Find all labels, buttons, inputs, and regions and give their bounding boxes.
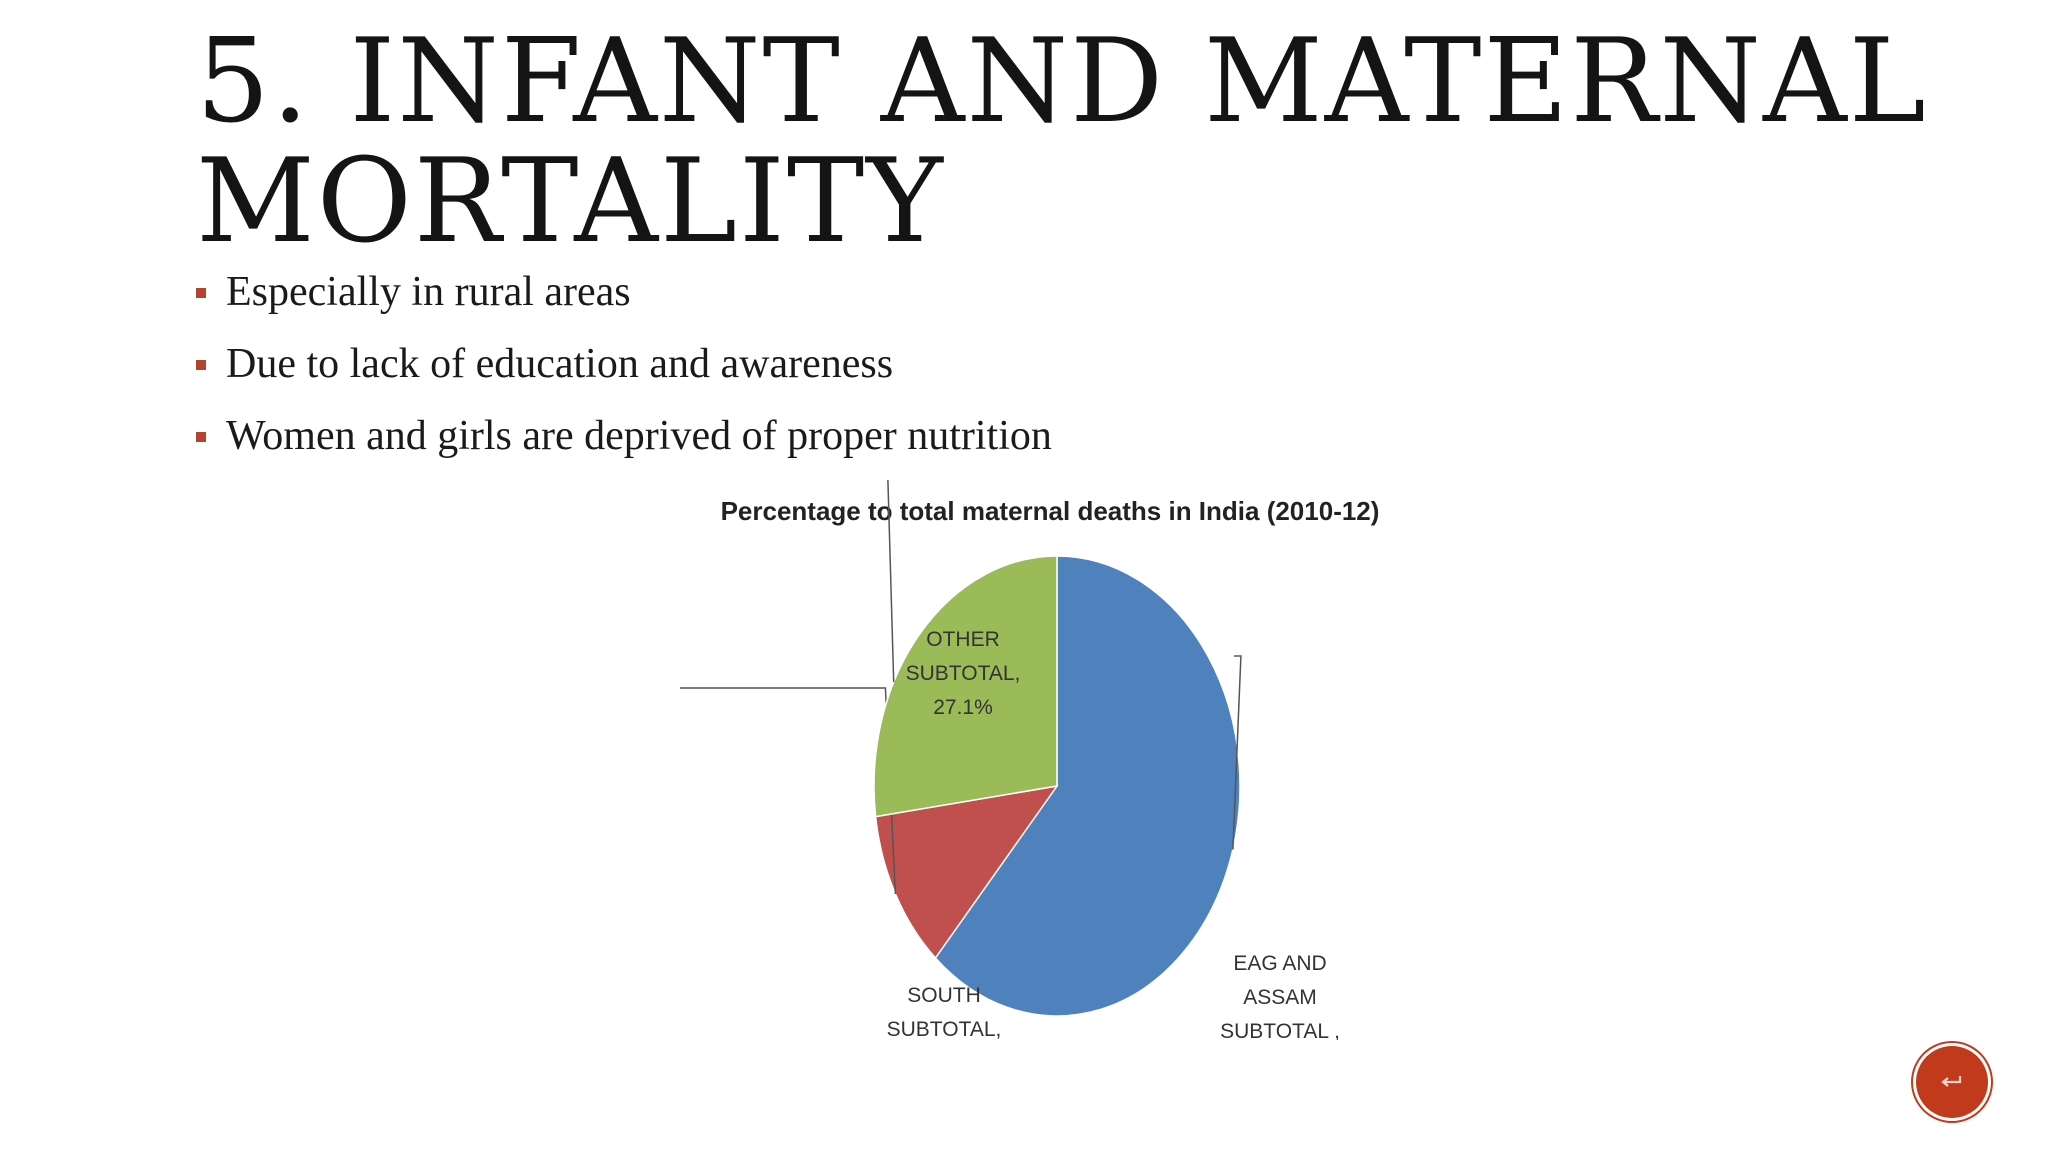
slice-label: SUBTOTAL, [906, 662, 1021, 685]
slice-label: SUBTOTAL , [1220, 1020, 1340, 1040]
bullet-square-icon [196, 288, 206, 298]
return-button[interactable] [1916, 1046, 1988, 1118]
bullet-item: Especially in rural areas [196, 262, 1052, 334]
slice-label: EAG AND [1233, 952, 1326, 975]
leader-line [887, 480, 895, 683]
pie-chart: Percentage to total maternal deaths in I… [680, 480, 1440, 1040]
slice-label: OTHER [926, 628, 1000, 651]
pie-slice-eag-and-assam-subtotal [934, 555, 1241, 1017]
bullet-text: Women and girls are deprived of proper n… [226, 413, 1052, 459]
slice-label: 27.1% [933, 696, 993, 719]
return-arrow-icon [1941, 1076, 1962, 1087]
bullet-square-icon [196, 432, 206, 442]
bullet-list: Especially in rural areas Due to lack of… [196, 262, 1052, 478]
slice-label: ASSAM [1243, 986, 1317, 1009]
pie-slice-south-subtotal [874, 784, 1059, 960]
bullet-text: Due to lack of education and awareness [226, 341, 894, 387]
bullet-item: Due to lack of education and awareness [196, 334, 1052, 406]
slice-label: SUBTOTAL, [887, 1018, 1002, 1040]
bullet-square-icon [196, 360, 206, 370]
slide-title-line-1: 5. Infant and Maternal [196, 14, 1928, 149]
bullet-item: Women and girls are deprived of proper n… [196, 406, 1052, 478]
bullet-text: Especially in rural areas [226, 269, 631, 315]
leader-line [680, 687, 897, 895]
slide-title: 5. Infant and Maternal Mortality [196, 22, 1928, 262]
slice-label: SOUTH [907, 984, 981, 1007]
slide-title-line-2: Mortality [196, 134, 945, 269]
pie-slice-other-subtotal [873, 555, 1058, 818]
chart-title: Percentage to total maternal deaths in I… [720, 496, 1380, 526]
leader-line [1232, 655, 1242, 850]
